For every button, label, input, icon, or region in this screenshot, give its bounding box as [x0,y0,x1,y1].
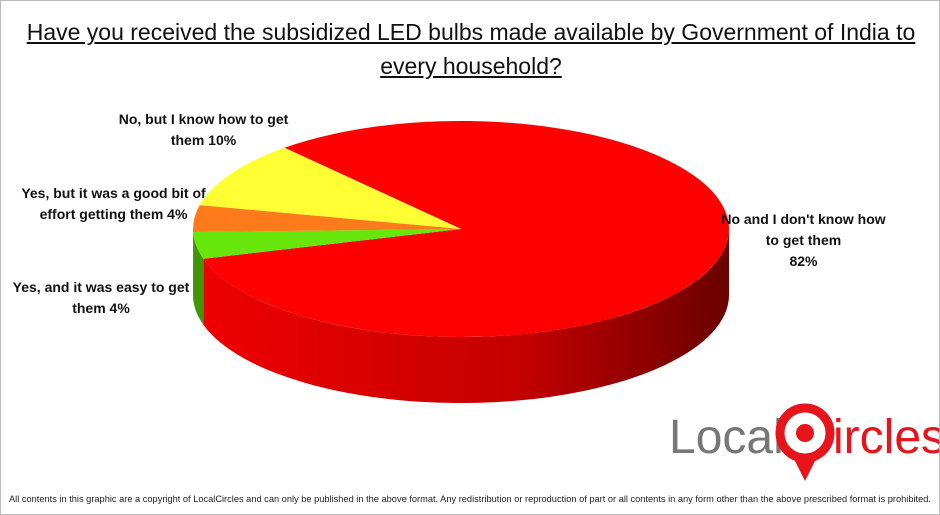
category-label: Yes, and it was easy to get them [12,279,190,316]
slice [203,120,730,403]
slice-top [192,205,461,233]
slice-side [193,232,204,325]
slice-top [203,120,730,338]
data-label: Yes, but it was a good bit of effort get… [21,183,206,225]
data-label: No and I don't know how to get them 82% [716,209,891,272]
slice-side [203,229,730,403]
slice [199,147,461,229]
value-label: 82% [789,253,818,269]
value-label: 4% [109,300,130,316]
logo-text: Local [669,411,784,464]
value-label: 10% [208,132,237,148]
category-label: Yes, but it was a good bit of effort get… [21,185,206,222]
slice-top [199,147,461,229]
logo-pin [793,457,817,481]
footer: All contents in this graphic are a copyr… [9,494,931,504]
logo-dot [796,424,814,442]
pie [192,120,730,403]
value-label: 4% [167,206,188,222]
logo: Local ircles [669,403,939,481]
chart-title: Have you received the subsidized LED bul… [26,19,916,79]
category-label: No, but I know how to get them [118,111,289,148]
slice [192,205,461,299]
category-label: No and I don't know how to get them [721,211,886,248]
slice [193,229,461,325]
slice-top [193,229,461,259]
data-label: Yes, and it was easy to get them 4% [11,277,191,319]
logo-text: ircles [833,411,939,464]
data-label: No, but I know how to get them 10% [111,109,296,151]
